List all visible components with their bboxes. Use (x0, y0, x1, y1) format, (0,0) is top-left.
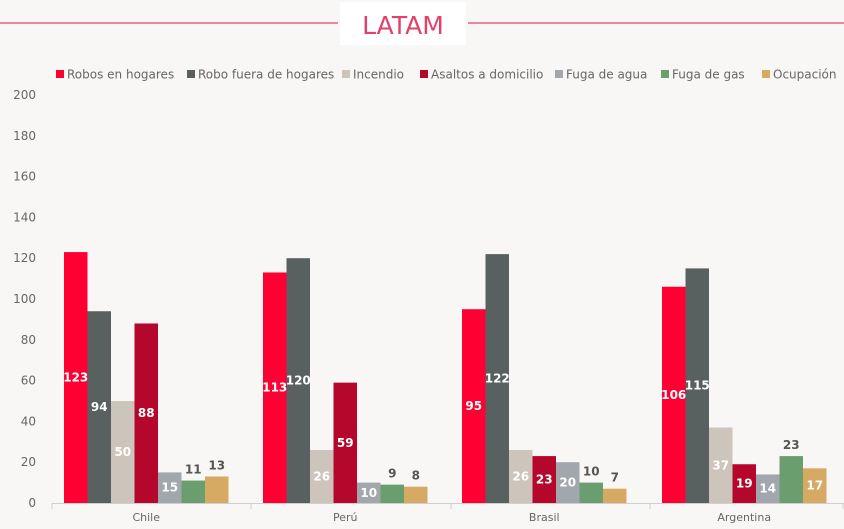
bar-argentina-asaltos-a-domicilio (732, 464, 756, 503)
bar-peru-fuga-de-gas (380, 484, 404, 503)
bar-argentina-fuga-de-gas (779, 456, 803, 503)
y-axis: 0 20 40 60 80 100 120 140 160 180 200 (13, 88, 36, 510)
bar-chile-asaltos-a-domicilio (134, 323, 158, 503)
chart-title: LATAM (362, 11, 444, 40)
bar-label-brasil-fuga-de-gas: 10 (583, 465, 600, 479)
bar-brasil-incendio (509, 449, 533, 503)
legend-label-robos-en-hogares: Robos en hogares (67, 68, 174, 82)
legend-swatch-fuga-de-gas (661, 70, 669, 78)
bar-label-argentina-ocupacion: 17 (806, 479, 823, 493)
legend-swatch-fuga-de-agua (555, 70, 563, 78)
bar-label-peru-incendio: 26 (313, 469, 330, 483)
bar-label-peru-robo-fuera-de-hogares: 120 (286, 374, 311, 388)
bar-chile-fuga-de-agua (158, 472, 182, 503)
y-tick-label-0: 0 (28, 496, 36, 510)
bar-argentina-ocupacion (803, 468, 827, 503)
legend-label-asaltos-a-domicilio: Asaltos a domicilio (431, 68, 543, 82)
bar-brasil-fuga-de-agua (556, 462, 580, 503)
bar-chile-robos-en-hogares (64, 252, 88, 503)
bar-label-argentina-robos-en-hogares: 106 (661, 388, 686, 402)
x-tick-label-brasil: Brasil (529, 511, 560, 524)
title-box (340, 2, 466, 45)
legend-swatch-robos-en-hogares (56, 70, 64, 78)
bar-label-chile-fuga-de-agua: 15 (161, 481, 178, 495)
bar-label-argentina-robo-fuera-de-hogares: 115 (685, 379, 710, 393)
legend-swatch-asaltos-a-domicilio (420, 70, 428, 78)
bar-brasil-asaltos-a-domicilio (532, 456, 556, 503)
bars (64, 252, 827, 503)
bar-label-chile-robo-fuera-de-hogares: 94 (91, 400, 108, 414)
bar-peru-fuga-de-agua (357, 482, 381, 503)
bar-argentina-incendio (709, 427, 733, 503)
bar-label-chile-ocupacion: 13 (208, 458, 225, 472)
y-tick-label-200: 200 (13, 88, 36, 102)
bar-peru-robos-en-hogares (263, 272, 287, 503)
legend-swatch-robo-fuera-de-hogares (187, 70, 195, 78)
y-tick-label-140: 140 (13, 210, 36, 224)
bar-label-chile-robos-en-hogares: 123 (63, 371, 88, 385)
y-tick-label-40: 40 (21, 414, 36, 428)
bar-label-chile-fuga-de-gas: 11 (185, 463, 202, 477)
legend-label-fuga-de-gas: Fuga de gas (672, 68, 745, 82)
bar-label-brasil-fuga-de-agua: 20 (559, 476, 576, 490)
bar-label-argentina-fuga-de-agua: 14 (759, 482, 776, 496)
legend: Robos en hogares Robo fuera de hogares Inc… (56, 68, 837, 82)
bar-label-brasil-robos-en-hogares: 95 (465, 399, 482, 413)
bar-label-argentina-asaltos-a-domicilio: 19 (736, 477, 753, 491)
bar-chile-robo-fuera-de-hogares (87, 311, 111, 503)
legend-label-fuga-de-agua: Fuga de agua (566, 68, 647, 82)
legend-swatch-ocupacion (762, 70, 770, 78)
x-tick-label-chile: Chile (132, 511, 160, 524)
bar-label-argentina-fuga-de-gas: 23 (783, 438, 800, 452)
bar-label-chile-incendio: 50 (114, 445, 131, 459)
x-tick-label-peru: Perú (333, 511, 358, 524)
bar-argentina-fuga-de-agua (756, 474, 780, 503)
y-tick-label-60: 60 (21, 374, 36, 388)
bar-peru-ocupacion (404, 486, 428, 503)
bar-label-chile-asaltos-a-domicilio: 88 (138, 406, 155, 420)
bar-label-brasil-ocupacion: 7 (611, 471, 619, 485)
bar-label-peru-fuga-de-gas: 9 (388, 467, 396, 481)
bar-label-brasil-incendio: 26 (512, 469, 529, 483)
bar-peru-asaltos-a-domicilio (333, 382, 357, 503)
y-tick-label-180: 180 (13, 129, 36, 143)
bar-peru-incendio (310, 449, 334, 503)
bar-label-peru-fuga-de-agua: 10 (360, 486, 377, 500)
bar-label-peru-robos-en-hogares: 113 (262, 381, 287, 395)
bar-label-peru-asaltos-a-domicilio: 59 (337, 436, 354, 450)
legend-label-ocupacion: Ocupación (773, 68, 837, 82)
bar-peru-robo-fuera-de-hogares (286, 258, 310, 503)
bar-label-peru-ocupacion: 8 (412, 469, 420, 483)
bar-brasil-robo-fuera-de-hogares (485, 254, 509, 503)
y-tick-label-80: 80 (21, 333, 36, 347)
bar-chile-fuga-de-gas (181, 480, 205, 503)
legend-label-incendio: Incendio (353, 68, 404, 82)
y-tick-label-160: 160 (13, 170, 36, 184)
bar-chile-ocupacion (205, 476, 229, 503)
bar-argentina-robos-en-hogares (662, 286, 686, 503)
bar-brasil-ocupacion (603, 488, 627, 503)
bar-label-argentina-incendio: 37 (712, 458, 729, 472)
bar-brasil-fuga-de-gas (579, 482, 603, 503)
y-tick-label-120: 120 (13, 251, 36, 265)
bar-argentina-robo-fuera-de-hogares (685, 268, 709, 503)
x-axis: Chile Perú Brasil Argentina (51, 503, 844, 524)
y-tick-label-20: 20 (21, 455, 36, 469)
bar-brasil-robos-en-hogares (462, 309, 486, 503)
y-tick-label-100: 100 (13, 292, 36, 306)
x-tick-label-argentina: Argentina (717, 511, 771, 524)
legend-swatch-incendio (342, 70, 350, 78)
legend-label-robo-fuera-de-hogares: Robo fuera de hogares (198, 68, 334, 82)
bar-label-brasil-asaltos-a-domicilio: 23 (536, 473, 553, 487)
bar-label-brasil-robo-fuera-de-hogares: 122 (485, 372, 510, 386)
bar-chile-incendio (111, 401, 135, 503)
